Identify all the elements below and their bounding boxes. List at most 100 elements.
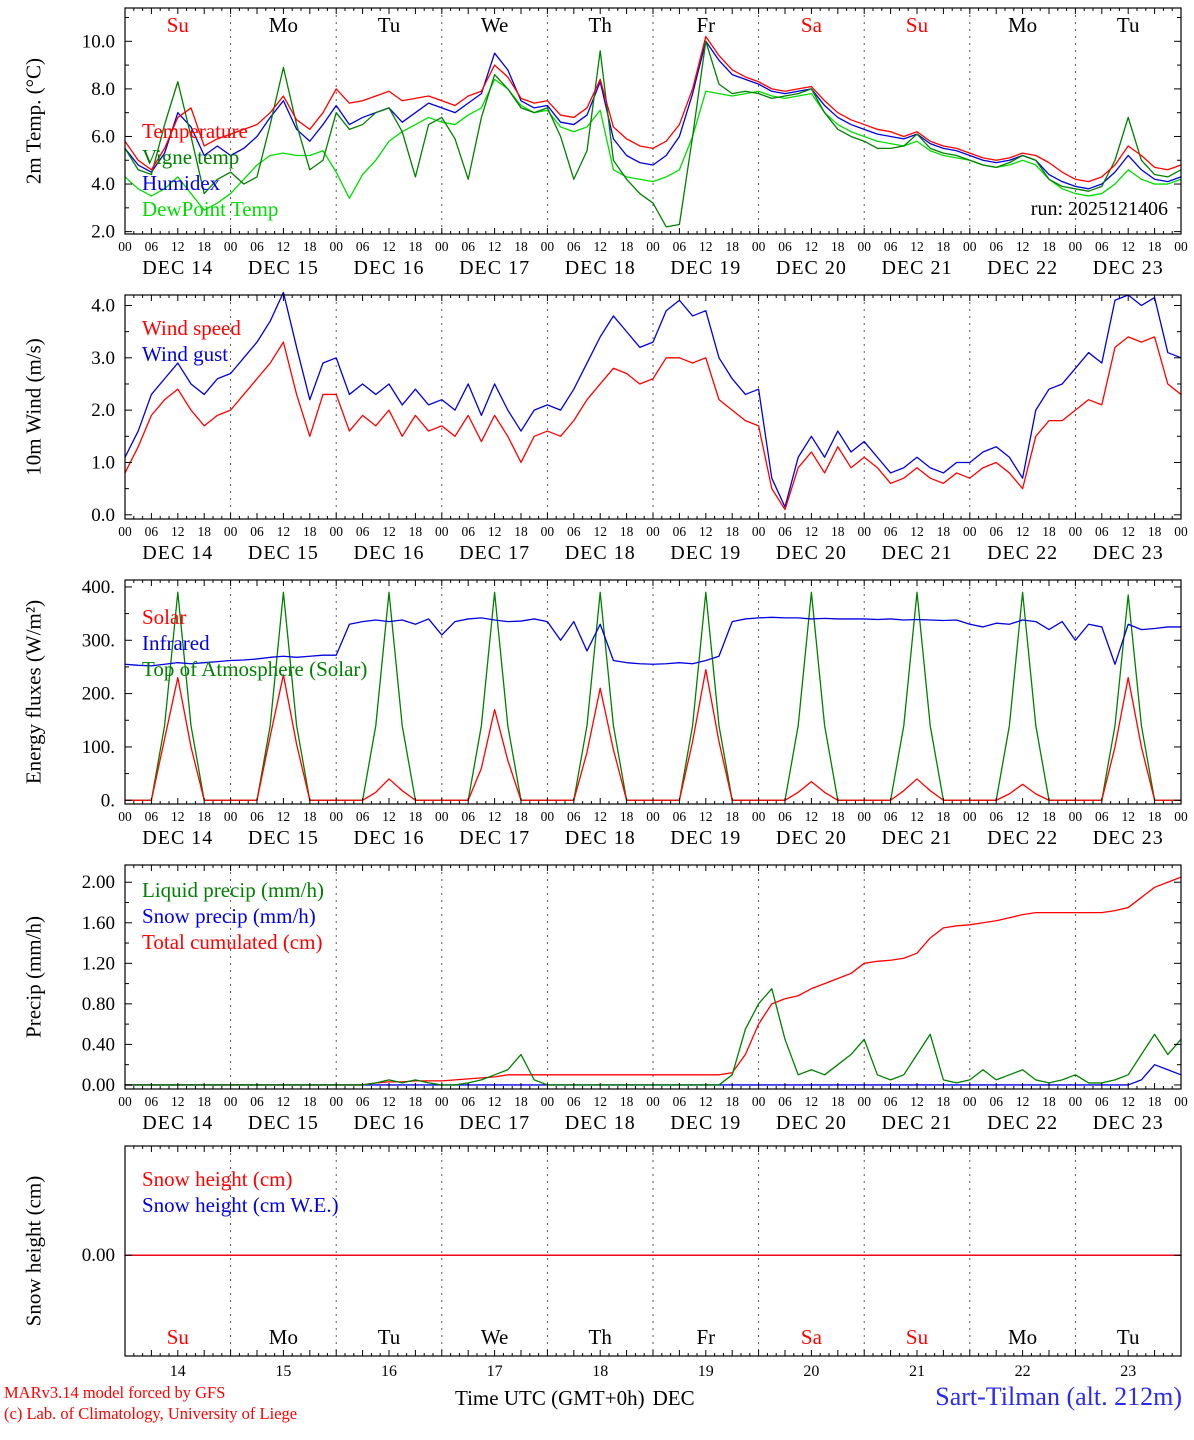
svg-text:06: 06	[778, 524, 792, 539]
svg-text:DEC 16: DEC 16	[354, 542, 425, 564]
svg-text:18: 18	[197, 1094, 211, 1109]
svg-text:Su: Su	[167, 1325, 190, 1349]
svg-text:06: 06	[250, 809, 264, 824]
svg-text:12: 12	[699, 1094, 713, 1109]
svg-text:06: 06	[145, 809, 159, 824]
svg-text:00: 00	[646, 809, 660, 824]
svg-text:Mo: Mo	[1008, 1325, 1037, 1349]
svg-text:12: 12	[277, 239, 291, 254]
svg-text:00: 00	[118, 809, 132, 824]
svg-text:4.0: 4.0	[91, 174, 115, 195]
svg-text:Fr: Fr	[696, 13, 715, 37]
svg-text:18: 18	[620, 809, 634, 824]
svg-text:18: 18	[937, 809, 951, 824]
model-credit: MARv3.14 model forced by GFS (c) Lab. of…	[4, 1382, 297, 1424]
svg-text:Tu: Tu	[378, 13, 401, 37]
legend-infrared: Infrared	[142, 631, 210, 655]
svg-text:DEC 18: DEC 18	[565, 257, 636, 279]
svg-text:12: 12	[1121, 1094, 1135, 1109]
svg-text:06: 06	[884, 809, 898, 824]
svg-text:Tu: Tu	[1117, 13, 1140, 37]
svg-text:18: 18	[937, 524, 951, 539]
svg-text:DEC 17: DEC 17	[459, 827, 530, 849]
svg-text:00: 00	[752, 239, 766, 254]
svg-text:00: 00	[224, 524, 238, 539]
svg-text:06: 06	[461, 524, 475, 539]
svg-text:DEC 23: DEC 23	[1093, 542, 1164, 564]
svg-text:DEC 14: DEC 14	[142, 1112, 213, 1134]
svg-text:DEC 23: DEC 23	[1093, 1112, 1164, 1134]
svg-text:00: 00	[541, 1094, 555, 1109]
run-label: run: 2025121406	[1030, 198, 1168, 220]
svg-text:2.0: 2.0	[91, 400, 115, 421]
svg-text:06: 06	[1095, 524, 1109, 539]
svg-text:1.20: 1.20	[82, 953, 115, 974]
svg-text:0.80: 0.80	[82, 994, 115, 1015]
svg-text:8.0: 8.0	[91, 79, 115, 100]
svg-text:Th: Th	[589, 1325, 613, 1349]
svg-text:18: 18	[937, 239, 951, 254]
svg-text:12: 12	[699, 524, 713, 539]
svg-text:DEC 15: DEC 15	[248, 827, 319, 849]
dec-label: DEC	[652, 1386, 695, 1410]
wind-legend: Wind speed Wind gust	[142, 315, 241, 367]
svg-text:00: 00	[646, 1094, 660, 1109]
svg-text:18: 18	[514, 809, 528, 824]
svg-text:12: 12	[488, 1094, 502, 1109]
svg-text:Th: Th	[589, 13, 613, 37]
svg-text:400.: 400.	[82, 577, 115, 598]
svg-text:18: 18	[620, 1094, 634, 1109]
legend-vigne-temp: Vigne temp	[142, 145, 240, 169]
svg-text:12: 12	[1016, 239, 1030, 254]
svg-text:00: 00	[857, 239, 871, 254]
svg-text:18: 18	[303, 239, 317, 254]
svg-text:DEC 15: DEC 15	[248, 257, 319, 279]
svg-text:DEC 16: DEC 16	[354, 1112, 425, 1134]
svg-text:DEC 18: DEC 18	[565, 542, 636, 564]
legend-wind-gust: Wind gust	[142, 342, 229, 366]
svg-text:00: 00	[752, 809, 766, 824]
svg-text:18: 18	[409, 239, 423, 254]
legend-humidex: Humidex	[142, 171, 221, 195]
svg-text:DEC 19: DEC 19	[670, 827, 741, 849]
svg-text:00: 00	[857, 809, 871, 824]
svg-text:12: 12	[593, 239, 607, 254]
time-utc-label: Time UTC (GMT+0h)	[455, 1386, 645, 1410]
svg-text:00: 00	[857, 1094, 871, 1109]
svg-text:12: 12	[1121, 809, 1135, 824]
svg-text:DEC 21: DEC 21	[882, 542, 953, 564]
svg-text:Fr: Fr	[696, 1325, 715, 1349]
svg-text:We: We	[481, 1325, 508, 1349]
svg-text:3.0: 3.0	[91, 348, 115, 369]
svg-text:18: 18	[620, 524, 634, 539]
svg-text:06: 06	[673, 239, 687, 254]
svg-text:06: 06	[884, 239, 898, 254]
svg-text:00: 00	[1069, 809, 1083, 824]
svg-text:12: 12	[382, 1094, 396, 1109]
svg-text:Tu: Tu	[378, 1325, 401, 1349]
wind-y-axis-label: 10m Wind (m/s)	[21, 338, 46, 476]
svg-text:12: 12	[1016, 524, 1030, 539]
panel-precip: 0.00 0.40 0.80 1.20 1.60 2.00 00 06 12 18 00 06 12 18…	[0, 855, 1194, 1140]
svg-text:Sa: Sa	[801, 1325, 823, 1349]
svg-text:DEC 18: DEC 18	[565, 827, 636, 849]
svg-text:DEC 14: DEC 14	[142, 542, 213, 564]
precip-plot: 0.00 0.40 0.80 1.20 1.60 2.00 00 06 12 18 00 06 12 18…	[82, 864, 1188, 1134]
snow-legend: Snow height (cm) Snow height (cm W.E.)	[142, 1166, 339, 1218]
svg-text:200.: 200.	[82, 684, 115, 705]
svg-text:00: 00	[963, 809, 977, 824]
svg-text:18: 18	[620, 239, 634, 254]
svg-text:14: 14	[170, 1363, 186, 1378]
svg-text:06: 06	[145, 1094, 159, 1109]
svg-text:Sa: Sa	[801, 13, 823, 37]
svg-text:17: 17	[487, 1363, 503, 1378]
svg-text:DEC 21: DEC 21	[882, 827, 953, 849]
svg-text:06: 06	[250, 1094, 264, 1109]
x-axis-title: Time UTC (GMT+0h) DEC	[455, 1386, 695, 1411]
svg-text:00: 00	[224, 1094, 238, 1109]
svg-text:15: 15	[275, 1363, 291, 1378]
svg-text:12: 12	[699, 239, 713, 254]
svg-text:12: 12	[910, 524, 924, 539]
svg-text:DEC 14: DEC 14	[142, 827, 213, 849]
